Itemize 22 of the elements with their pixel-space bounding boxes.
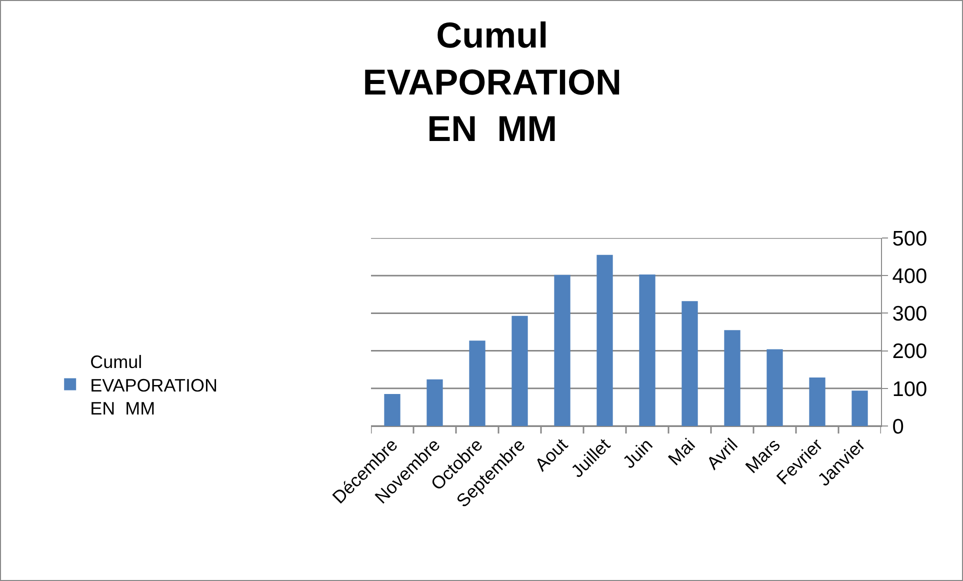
- y-tick-label: 500: [892, 227, 928, 250]
- bar: [426, 379, 443, 426]
- bar: [384, 394, 400, 426]
- legend-label: Cumul EVAPORATION EN MM: [90, 352, 218, 419]
- x-tick-label: Mai: [664, 434, 699, 470]
- bar: [554, 274, 570, 426]
- bar: [852, 390, 868, 426]
- bar: [682, 301, 698, 426]
- y-tick-label: 300: [892, 302, 928, 326]
- x-tick-label: Juin: [618, 434, 656, 472]
- bar: [766, 349, 783, 426]
- bar: [469, 340, 486, 426]
- bar: [809, 378, 826, 426]
- bar: [724, 330, 740, 426]
- y-tick-label: 0: [892, 415, 904, 438]
- chart-title: Cumul EVAPORATION EN MM: [362, 14, 622, 150]
- y-tick-label: 200: [892, 340, 928, 364]
- bar: [512, 316, 528, 426]
- bar: [639, 274, 656, 426]
- y-tick-label: 100: [892, 378, 928, 401]
- y-tick-label: 400: [892, 264, 928, 288]
- bar: [596, 254, 613, 426]
